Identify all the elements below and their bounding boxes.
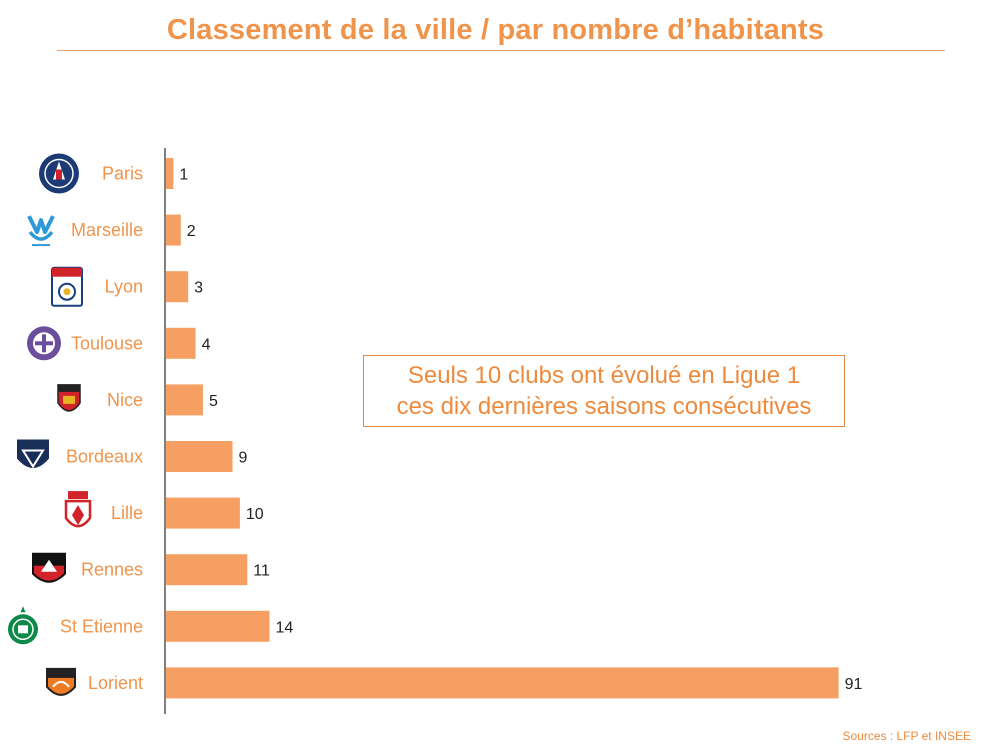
data-label: 91 <box>845 676 863 693</box>
category-label: Lyon <box>105 277 143 297</box>
data-label: 2 <box>187 223 196 240</box>
callout-box: Seuls 10 clubs ont évolué en Ligue 1 ces… <box>363 355 845 427</box>
srfc-crest-icon <box>32 552 66 583</box>
data-label: 4 <box>202 336 211 353</box>
category-label: Bordeaux <box>66 447 143 467</box>
category-label: St Etienne <box>60 616 143 636</box>
category-label: Nice <box>107 390 143 410</box>
category-label: Marseille <box>71 220 143 240</box>
bar-nice <box>166 384 203 416</box>
page-title: Classement de la ville / par nombre d’ha… <box>166 14 825 46</box>
data-label: 9 <box>239 450 248 467</box>
bar-st-etienne <box>166 610 270 642</box>
data-label: 3 <box>194 280 203 297</box>
data-label: 14 <box>275 619 293 636</box>
asse-crest-icon <box>8 606 38 645</box>
om-crest-icon <box>27 215 55 247</box>
category-label: Toulouse <box>71 333 143 353</box>
bar-lorient <box>166 667 839 699</box>
bar-rennes <box>166 554 248 586</box>
sources-note: Sources : LFP et INSEE <box>842 729 971 743</box>
category-label: Lorient <box>88 673 143 693</box>
bar-toulouse <box>166 327 196 359</box>
data-label: 11 <box>253 563 270 580</box>
data-label: 1 <box>179 167 188 184</box>
losc-crest-icon <box>64 491 92 528</box>
callout-line-2: ces dix dernières saisons consécutives <box>396 393 812 420</box>
category-label: Rennes <box>81 560 143 580</box>
tfc-crest-icon <box>27 326 61 361</box>
data-label: 10 <box>246 506 264 523</box>
category-label: Lille <box>111 503 143 523</box>
ol-crest-icon <box>51 266 83 307</box>
psg-crest-icon <box>39 153 79 194</box>
fcl-crest-icon <box>46 667 76 696</box>
bar-marseille <box>166 214 181 246</box>
data-label: 5 <box>209 393 218 410</box>
girondins-crest-icon <box>17 439 49 469</box>
ogcn-crest-icon <box>57 384 81 412</box>
bar-lille <box>166 497 240 529</box>
title-divider <box>57 50 945 51</box>
bar-paris <box>166 158 174 189</box>
bar-bordeaux <box>166 441 233 472</box>
callout-line-1: Seuls 10 clubs ont évolué en Ligue 1 <box>407 362 801 389</box>
bar-lyon <box>166 271 189 303</box>
category-label: Paris <box>102 164 143 184</box>
